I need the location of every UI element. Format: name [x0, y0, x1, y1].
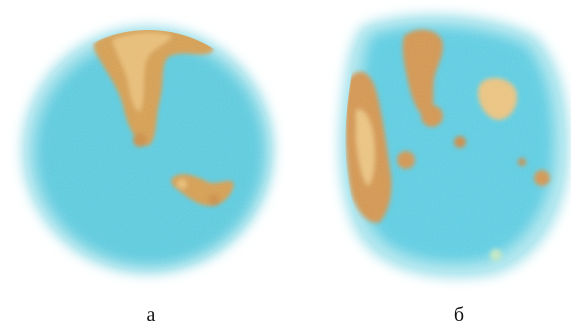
- panel-label-b: б: [453, 304, 465, 326]
- image-panel-b: б: [286, 0, 571, 331]
- scan-image-b: [339, 14, 570, 279]
- panel-label-a: а: [146, 304, 156, 326]
- scan-image-a: [22, 26, 274, 274]
- scan-disc-a: [22, 26, 274, 274]
- scan-disc-b: [339, 14, 570, 279]
- image-panel-a: а: [0, 0, 285, 331]
